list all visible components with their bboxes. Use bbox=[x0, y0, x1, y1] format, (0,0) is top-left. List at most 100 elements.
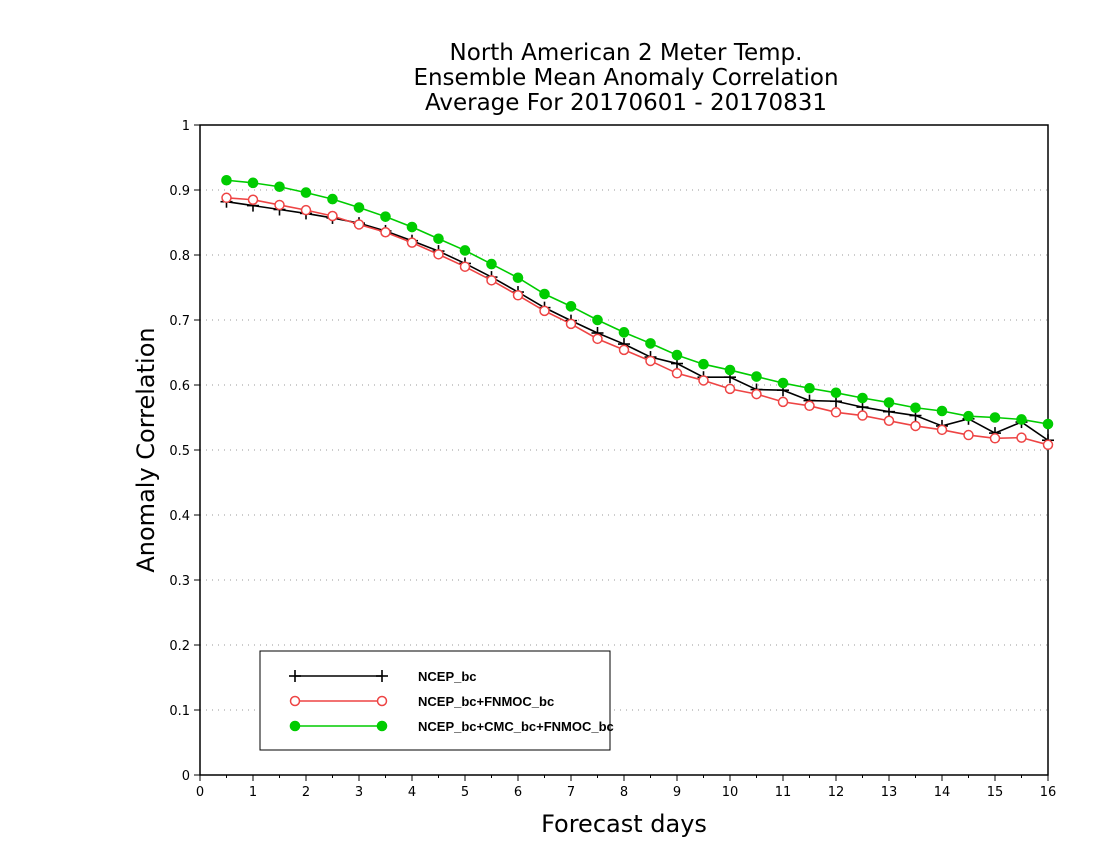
series-1-point-22 bbox=[804, 400, 815, 412]
y-tick-label-10: 1 bbox=[182, 119, 190, 134]
chart-title-line-3: Average For 20170601 - 20170831 bbox=[425, 90, 827, 116]
legend-marker-left-0 bbox=[289, 670, 301, 682]
series-2-point-19 bbox=[724, 364, 736, 376]
series-1-point-15 bbox=[618, 344, 630, 356]
x-tick-label-7: 7 bbox=[567, 785, 575, 800]
series-2-point-21 bbox=[777, 377, 789, 389]
series-1-point-21 bbox=[777, 396, 789, 408]
series-2-point-29 bbox=[989, 412, 1001, 423]
series-1-point-8 bbox=[433, 249, 444, 260]
y-tick-label-2: 0.2 bbox=[169, 639, 190, 654]
legend: NCEP_bc NCEP_bc+FNMOC_bc NCEP_bc+CMC_bc+FN… bbox=[259, 650, 614, 751]
series-1-point-3 bbox=[300, 204, 312, 216]
legend-marker-left-2 bbox=[289, 720, 301, 732]
x-tick-label-4: 4 bbox=[408, 785, 416, 800]
x-tick-label-12: 12 bbox=[828, 785, 845, 800]
series-line-2 bbox=[226, 179, 1049, 425]
series-1-point-27 bbox=[936, 424, 948, 436]
series-2-point-3 bbox=[300, 187, 312, 198]
series-2-point-18 bbox=[698, 358, 709, 370]
series-2-point-5 bbox=[353, 202, 365, 213]
legend-marker-right-2 bbox=[376, 720, 388, 732]
x-tick-label-8: 8 bbox=[620, 785, 628, 800]
series-1-point-17 bbox=[671, 368, 683, 379]
series-2 bbox=[221, 174, 1054, 430]
series-2-point-11 bbox=[512, 272, 524, 284]
series-2-point-16 bbox=[645, 338, 656, 349]
series-1-point-7 bbox=[406, 237, 418, 248]
series-1-point-23 bbox=[830, 407, 842, 418]
series-1-point-29 bbox=[989, 433, 1001, 444]
x-tick-label-14: 14 bbox=[934, 785, 951, 800]
series-layer bbox=[220, 174, 1054, 451]
series-2-point-28 bbox=[963, 410, 974, 422]
series-2-point-15 bbox=[618, 327, 630, 338]
series-2-point-10 bbox=[486, 258, 497, 270]
series-1-point-13 bbox=[565, 318, 577, 330]
x-tick-label-13: 13 bbox=[881, 785, 898, 800]
x-tick-label-15: 15 bbox=[987, 785, 1004, 800]
series-2-point-0 bbox=[221, 174, 232, 186]
series-line-1 bbox=[226, 197, 1049, 446]
series-1-point-26 bbox=[910, 420, 921, 432]
x-tick-label-3: 3 bbox=[355, 785, 363, 800]
x-tick-label-1: 1 bbox=[249, 785, 257, 800]
series-1-point-16 bbox=[645, 355, 656, 367]
series-2-point-20 bbox=[751, 371, 762, 382]
x-tick-label-16: 16 bbox=[1040, 785, 1057, 800]
y-axis-label: Anomaly Correlation bbox=[132, 327, 160, 572]
series-1-point-2 bbox=[274, 199, 285, 211]
chart-title-line-1: North American 2 Meter Temp. bbox=[450, 40, 803, 66]
legend-entry-0: NCEP_bc bbox=[289, 669, 477, 684]
series-1-point-10 bbox=[486, 275, 497, 286]
series-1-point-14 bbox=[592, 333, 603, 345]
x-axis-label: Forecast days bbox=[541, 810, 707, 838]
legend-marker-left-1 bbox=[289, 695, 301, 707]
series-1-point-30 bbox=[1016, 432, 1027, 443]
x-tick-label-6: 6 bbox=[514, 785, 522, 800]
series-2-point-2 bbox=[274, 181, 285, 193]
series-2-point-12 bbox=[539, 288, 550, 300]
series-2-point-30 bbox=[1016, 414, 1027, 425]
series-line-0 bbox=[226, 200, 1049, 441]
series-2-point-6 bbox=[380, 211, 391, 222]
x-tick-label-2: 2 bbox=[302, 785, 310, 800]
legend-label-0: NCEP_bc bbox=[418, 669, 477, 684]
series-1-point-12 bbox=[539, 305, 550, 317]
series-1-point-24 bbox=[857, 410, 868, 421]
series-2-point-8 bbox=[433, 233, 444, 245]
legend-label-1: NCEP_bc+FNMOC_bc bbox=[418, 694, 554, 709]
series-2-point-27 bbox=[936, 405, 948, 417]
series-1-point-20 bbox=[751, 388, 762, 400]
series-1-point-6 bbox=[380, 227, 391, 238]
series-1-point-11 bbox=[512, 290, 524, 301]
series-1 bbox=[221, 192, 1054, 451]
series-2-point-22 bbox=[804, 382, 815, 394]
legend-label-2: NCEP_bc+CMC_bc+FNMOC_bc bbox=[418, 719, 614, 734]
series-2-point-9 bbox=[459, 245, 471, 256]
legend-entry-2: NCEP_bc+CMC_bc+FNMOC_bc bbox=[289, 719, 614, 734]
series-1-point-1 bbox=[247, 194, 259, 205]
series-1-point-28 bbox=[963, 429, 974, 441]
series-2-point-7 bbox=[406, 221, 418, 233]
y-tick-label-5: 0.5 bbox=[169, 444, 190, 459]
series-2-point-26 bbox=[910, 402, 921, 414]
x-tick-label-5: 5 bbox=[461, 785, 469, 800]
series-2-point-13 bbox=[565, 301, 577, 312]
x-tick-label-9: 9 bbox=[673, 785, 681, 800]
series-2-point-1 bbox=[247, 177, 259, 189]
series-1-point-18 bbox=[698, 375, 709, 386]
series-1-point-31 bbox=[1042, 439, 1054, 451]
series-1-point-5 bbox=[353, 219, 365, 230]
series-2-point-17 bbox=[671, 349, 683, 361]
chart-title-line-2: Ensemble Mean Anomaly Correlation bbox=[413, 65, 838, 91]
series-2-point-14 bbox=[592, 314, 603, 326]
series-1-point-4 bbox=[327, 210, 338, 222]
x-tick-label-0: 0 bbox=[196, 785, 204, 800]
series-2-point-4 bbox=[327, 193, 338, 205]
y-tick-label-3: 0.3 bbox=[169, 574, 190, 589]
series-2-point-24 bbox=[857, 392, 868, 404]
series-1-point-25 bbox=[883, 415, 895, 426]
legend-marker-right-1 bbox=[376, 695, 388, 707]
x-tick-label-10: 10 bbox=[722, 785, 739, 800]
